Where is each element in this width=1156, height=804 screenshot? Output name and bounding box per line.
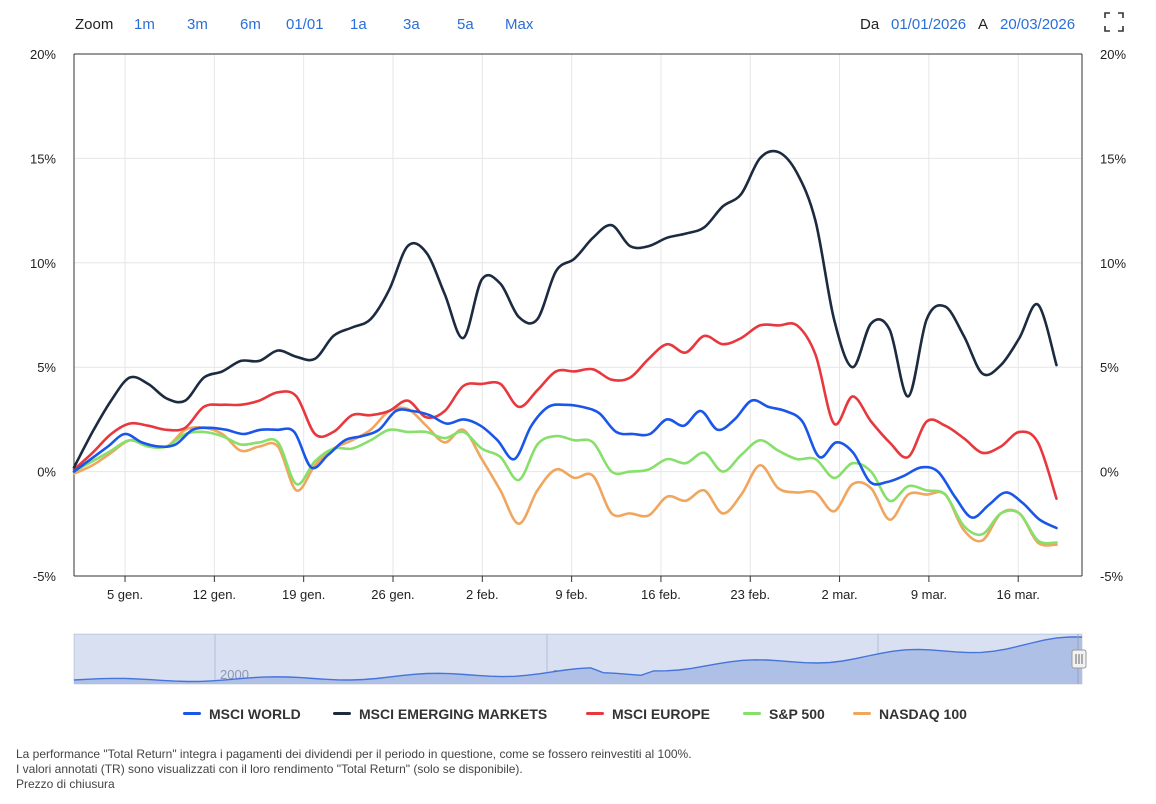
series-line-msci-emerging-markets[interactable] bbox=[72, 149, 1058, 469]
x-tick-label: 9 mar. bbox=[911, 587, 947, 602]
navigator[interactable]: 200020102020 bbox=[73, 633, 1087, 685]
zoom-button-1a[interactable]: 1a bbox=[350, 16, 367, 33]
navigator-mask bbox=[74, 634, 1082, 684]
legend-line-icon bbox=[183, 711, 201, 715]
x-tick-label: 26 gen. bbox=[371, 587, 414, 602]
series-line-s-p-500[interactable] bbox=[72, 428, 1058, 545]
y-tick-label-left: 20% bbox=[30, 47, 56, 62]
x-tick-label: 16 feb. bbox=[641, 587, 681, 602]
series-line-msci-europe[interactable] bbox=[72, 321, 1058, 500]
zoom-button-3m[interactable]: 3m bbox=[187, 16, 208, 33]
zoom-button-3a[interactable]: 3a bbox=[403, 16, 420, 33]
footnotes: La performance "Total Return" integra i … bbox=[16, 747, 692, 792]
zoom-button-1m[interactable]: 1m bbox=[134, 16, 155, 33]
legend: MSCI WORLD MSCI EMERGING MARKETS MSCI EU… bbox=[0, 704, 1156, 724]
y-tick-label-left: 15% bbox=[30, 151, 56, 166]
y-tick-label-left: -5% bbox=[33, 569, 57, 584]
legend-line-icon bbox=[743, 711, 761, 715]
series-group bbox=[72, 149, 1058, 547]
to-label: A bbox=[978, 16, 989, 33]
x-tick-label: 9 feb. bbox=[555, 587, 588, 602]
legend-item-msci-europe[interactable]: MSCI EUROPE bbox=[586, 706, 710, 722]
x-tick-label: 19 gen. bbox=[282, 587, 325, 602]
y-tick-label-right: 5% bbox=[1100, 360, 1119, 375]
y-axis-left: 20% 15% 10% 5% 0% -5% bbox=[30, 47, 56, 584]
legend-item-nasdaq100[interactable]: NASDAQ 100 bbox=[853, 706, 967, 722]
y-tick-label-left: 10% bbox=[30, 256, 56, 271]
chart-grid bbox=[73, 53, 1083, 577]
series-line-nasdaq-100[interactable] bbox=[72, 406, 1058, 547]
y-tick-label-left: 0% bbox=[37, 465, 56, 480]
zoom-button-max[interactable]: Max bbox=[505, 16, 534, 33]
from-label: Da bbox=[860, 16, 880, 33]
note-annotated-values: I valori annotati (TR) sono visualizzati… bbox=[16, 762, 523, 776]
x-tick-label: 12 gen. bbox=[193, 587, 236, 602]
y-tick-label-right: 20% bbox=[1100, 47, 1126, 62]
legend-line-icon bbox=[586, 711, 604, 715]
performance-chart: 20% 15% 10% 5% 0% -5% 20% 15% 10% 5% 0% -5% 5 gen.… bbox=[30, 47, 1126, 685]
legend-line-icon bbox=[333, 711, 351, 715]
series-line-msci-world[interactable] bbox=[72, 398, 1058, 530]
y-tick-label-right: -5% bbox=[1100, 569, 1124, 584]
y-tick-label-left: 5% bbox=[37, 360, 56, 375]
x-tick-label: 5 gen. bbox=[107, 587, 143, 602]
y-tick-label-right: 15% bbox=[1100, 151, 1126, 166]
note-closing-price: Prezzo di chiusura bbox=[16, 777, 115, 791]
zoom-button-6m[interactable]: 6m bbox=[240, 16, 261, 33]
legend-item-sp500[interactable]: S&P 500 bbox=[743, 706, 825, 722]
legend-item-msci-world[interactable]: MSCI WORLD bbox=[183, 706, 301, 722]
legend-item-msci-emerging-markets[interactable]: MSCI EMERGING MARKETS bbox=[333, 706, 547, 722]
legend-line-icon bbox=[853, 711, 871, 715]
x-tick-label: 23 feb. bbox=[730, 587, 770, 602]
x-tick-label: 2 mar. bbox=[822, 587, 858, 602]
note-total-return: La performance "Total Return" integra i … bbox=[16, 747, 692, 761]
x-tick-label: 2 feb. bbox=[466, 587, 499, 602]
y-axis-right: 20% 15% 10% 5% 0% -5% bbox=[1100, 47, 1126, 584]
from-date-input[interactable]: 01/01/2026 bbox=[891, 16, 967, 33]
zoom-label: Zoom bbox=[75, 16, 114, 33]
range-toolbar: Zoom 1m 3m 6m 01/01 1a 3a 5a Max Da 01/0… bbox=[0, 10, 1156, 38]
to-date-input[interactable]: 20/03/2026 bbox=[1000, 16, 1076, 33]
navigator-series-line bbox=[73, 636, 1082, 683]
y-tick-label-right: 10% bbox=[1100, 256, 1126, 271]
x-tick-label: 16 mar. bbox=[997, 587, 1040, 602]
y-tick-label-right: 0% bbox=[1100, 465, 1119, 480]
zoom-button-5a[interactable]: 5a bbox=[457, 16, 474, 33]
fullscreen-icon[interactable] bbox=[1104, 12, 1124, 32]
zoom-button-ytd[interactable]: 01/01 bbox=[286, 16, 324, 33]
navigator-area bbox=[74, 637, 1082, 684]
x-axis: 5 gen. 12 gen. 19 gen. 26 gen. 2 feb. 9 feb. 1… bbox=[107, 576, 1040, 602]
